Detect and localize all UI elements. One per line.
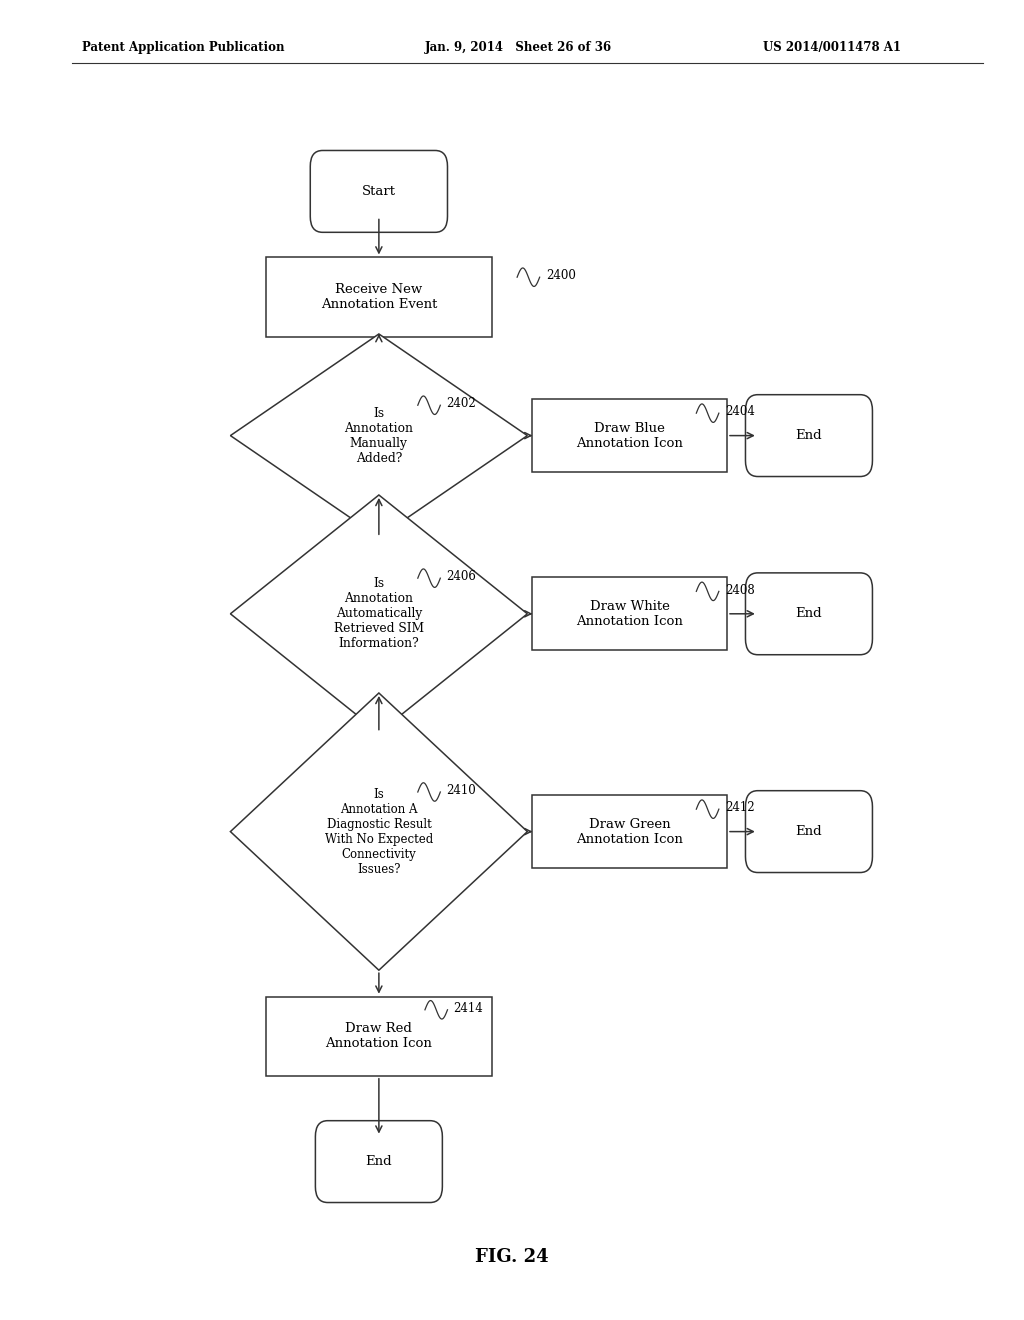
Bar bbox=[266, 997, 492, 1076]
Text: 2414: 2414 bbox=[454, 1002, 483, 1015]
Text: FIG. 24: FIG. 24 bbox=[475, 1247, 549, 1266]
Polygon shape bbox=[230, 693, 527, 970]
Text: Draw White
Annotation Icon: Draw White Annotation Icon bbox=[577, 599, 683, 628]
Text: 2402: 2402 bbox=[446, 397, 476, 411]
Text: End: End bbox=[796, 825, 822, 838]
Text: 2408: 2408 bbox=[725, 583, 755, 597]
Bar bbox=[532, 399, 727, 471]
Bar bbox=[532, 577, 727, 649]
Polygon shape bbox=[230, 334, 527, 537]
Text: Jan. 9, 2014   Sheet 26 of 36: Jan. 9, 2014 Sheet 26 of 36 bbox=[425, 41, 612, 54]
Text: Is
Annotation
Manually
Added?: Is Annotation Manually Added? bbox=[344, 407, 414, 465]
Text: End: End bbox=[796, 607, 822, 620]
Text: Draw Green
Annotation Icon: Draw Green Annotation Icon bbox=[577, 817, 683, 846]
Text: 2400: 2400 bbox=[546, 269, 575, 282]
Text: 2410: 2410 bbox=[446, 784, 476, 797]
Text: Start: Start bbox=[361, 185, 396, 198]
FancyBboxPatch shape bbox=[745, 395, 872, 477]
Polygon shape bbox=[230, 495, 527, 733]
Text: Is
Annotation
Automatically
Retrieved SIM
Information?: Is Annotation Automatically Retrieved SI… bbox=[334, 577, 424, 651]
FancyBboxPatch shape bbox=[745, 573, 872, 655]
Text: Receive New
Annotation Event: Receive New Annotation Event bbox=[321, 282, 437, 312]
Text: Is
Annotation A
Diagnostic Result
With No Expected
Connectivity
Issues?: Is Annotation A Diagnostic Result With N… bbox=[325, 788, 433, 875]
FancyBboxPatch shape bbox=[745, 791, 872, 873]
Text: 2412: 2412 bbox=[725, 801, 755, 814]
FancyBboxPatch shape bbox=[315, 1121, 442, 1203]
Text: 2404: 2404 bbox=[725, 405, 755, 418]
Text: End: End bbox=[796, 429, 822, 442]
Bar bbox=[532, 795, 727, 869]
Text: US 2014/0011478 A1: US 2014/0011478 A1 bbox=[763, 41, 901, 54]
Text: End: End bbox=[366, 1155, 392, 1168]
Text: Draw Blue
Annotation Icon: Draw Blue Annotation Icon bbox=[577, 421, 683, 450]
Bar bbox=[266, 257, 492, 337]
Text: Patent Application Publication: Patent Application Publication bbox=[82, 41, 285, 54]
Text: 2406: 2406 bbox=[446, 570, 476, 583]
Text: Draw Red
Annotation Icon: Draw Red Annotation Icon bbox=[326, 1022, 432, 1051]
FancyBboxPatch shape bbox=[310, 150, 447, 232]
